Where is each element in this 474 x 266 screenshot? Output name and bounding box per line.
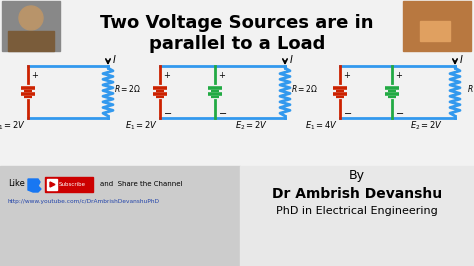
Text: PhD in Electrical Engineering: PhD in Electrical Engineering xyxy=(276,206,438,216)
Text: $+$: $+$ xyxy=(218,70,226,80)
Text: Subscribe: Subscribe xyxy=(58,182,85,187)
Bar xyxy=(8,31,54,51)
Polygon shape xyxy=(50,182,55,187)
Bar xyxy=(240,166,474,266)
Bar xyxy=(47,179,57,190)
Text: $+$: $+$ xyxy=(31,70,39,80)
Bar xyxy=(420,21,450,41)
Text: $+$: $+$ xyxy=(395,70,403,80)
Bar xyxy=(0,166,240,266)
Text: $E_1 = 2V$: $E_1 = 2V$ xyxy=(0,119,27,131)
Text: Like: Like xyxy=(8,180,25,189)
Text: $E_1 = 2V$: $E_1 = 2V$ xyxy=(126,119,158,131)
Text: parallel to a Load: parallel to a Load xyxy=(149,35,325,53)
Text: $+$: $+$ xyxy=(343,70,351,80)
Text: $-$: $-$ xyxy=(218,107,227,117)
Text: $+$: $+$ xyxy=(163,70,171,80)
Text: $I$: $I$ xyxy=(289,53,293,65)
Text: By: By xyxy=(349,169,365,182)
Text: $I$: $I$ xyxy=(459,53,464,65)
Text: $-$: $-$ xyxy=(163,107,172,117)
Bar xyxy=(403,1,471,51)
Text: $R = 2\Omega$: $R = 2\Omega$ xyxy=(467,83,474,94)
Polygon shape xyxy=(28,179,41,192)
Text: $-$: $-$ xyxy=(395,107,404,117)
Text: and  Share the Channel: and Share the Channel xyxy=(100,181,182,188)
Circle shape xyxy=(19,6,43,30)
Text: $-$: $-$ xyxy=(343,107,352,117)
Text: Dr Ambrish Devanshu: Dr Ambrish Devanshu xyxy=(272,187,442,201)
Text: $E_1 = 4V$: $E_1 = 4V$ xyxy=(305,119,338,131)
Text: http://www.youtube.com/c/DrAmbrishDevanshuPhD: http://www.youtube.com/c/DrAmbrishDevans… xyxy=(8,199,160,204)
Bar xyxy=(2,1,60,51)
Text: $R = 2\Omega$: $R = 2\Omega$ xyxy=(292,83,319,94)
Text: Two Voltage Sources are in: Two Voltage Sources are in xyxy=(100,14,374,32)
Text: $R = 2\Omega$: $R = 2\Omega$ xyxy=(115,83,142,94)
Bar xyxy=(45,177,93,192)
Text: $I$: $I$ xyxy=(112,53,117,65)
Text: $E_2 = 2V$: $E_2 = 2V$ xyxy=(410,119,443,131)
Text: $E_2 = 2V$: $E_2 = 2V$ xyxy=(235,119,268,131)
